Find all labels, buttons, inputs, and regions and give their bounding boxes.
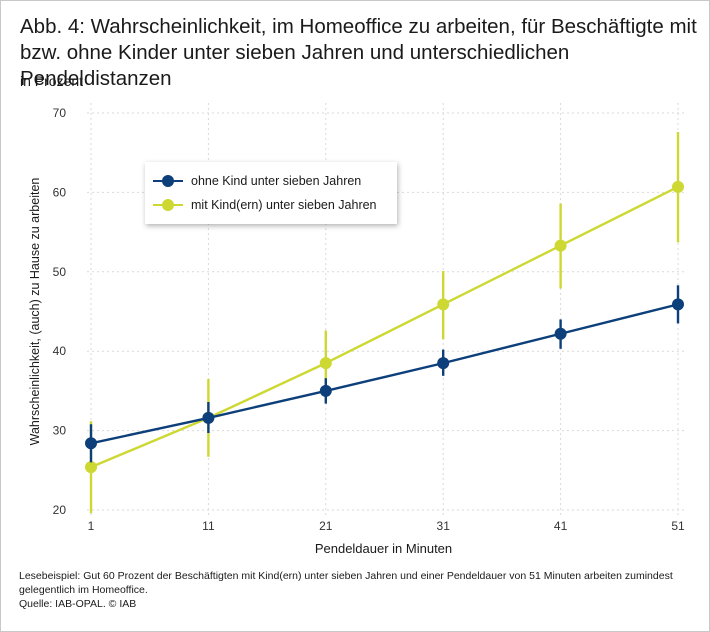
data-point-ohne-kind	[437, 357, 450, 370]
reading-example: Lesebeispiel: Gut 60 Prozent der Beschäf…	[19, 570, 673, 596]
legend-swatch-ohne-kind	[153, 171, 183, 191]
unit-label: in Prozent	[20, 73, 84, 89]
x-tick-label: 51	[671, 519, 685, 533]
data-point-mit-kind	[672, 180, 684, 193]
series-line-mit-kind	[90, 185, 679, 469]
figure-title: Abb. 4: Wahrscheinlichkeit, im Homeoffic…	[20, 15, 697, 90]
y-tick-label: 50	[53, 265, 67, 279]
source-line: Quelle: IAB-OPAL. © IAB	[19, 598, 137, 610]
x-tick-label: 31	[437, 519, 451, 533]
data-point-ohne-kind	[202, 411, 215, 424]
y-tick-label: 40	[53, 344, 67, 358]
figure-footer: Lesebeispiel: Gut 60 Prozent der Beschäf…	[19, 569, 699, 611]
data-point-ohne-kind	[319, 384, 332, 397]
data-point-ohne-kind	[554, 327, 567, 340]
y-axis-title: Wahrscheinlichkeit, (auch) zu Hause zu a…	[28, 178, 42, 446]
legend-item-ohne-kind: ohne Kind unter sieben Jahren	[153, 171, 361, 191]
data-point-mit-kind	[85, 461, 97, 474]
data-point-mit-kind	[554, 239, 567, 252]
chart-legend: ohne Kind unter sieben Jahren mit Kind(e…	[145, 162, 397, 224]
legend-label-mit-kind: mit Kind(ern) unter sieben Jahren	[191, 198, 377, 212]
series-line-ohne-kind	[90, 303, 679, 445]
x-tick-label: 21	[319, 519, 333, 533]
x-tick-label: 41	[554, 519, 568, 533]
data-point-mit-kind	[319, 357, 332, 370]
y-tick-label: 60	[53, 185, 67, 199]
data-point-mit-kind	[437, 298, 450, 311]
data-point-ohne-kind	[85, 437, 97, 450]
y-tick-label: 30	[53, 424, 67, 438]
data-point-ohne-kind	[672, 298, 684, 311]
legend-label-ohne-kind: ohne Kind unter sieben Jahren	[191, 174, 362, 188]
legend-swatch-mit-kind	[153, 195, 183, 215]
x-tick-label: 11	[202, 519, 215, 533]
y-tick-label: 20	[53, 503, 67, 517]
x-axis-title: Pendeldauer in Minuten	[315, 541, 452, 556]
legend-item-mit-kind: mit Kind(ern) unter sieben Jahren	[153, 195, 377, 215]
x-tick-label: 1	[88, 519, 95, 533]
y-tick-label: 70	[53, 106, 67, 120]
